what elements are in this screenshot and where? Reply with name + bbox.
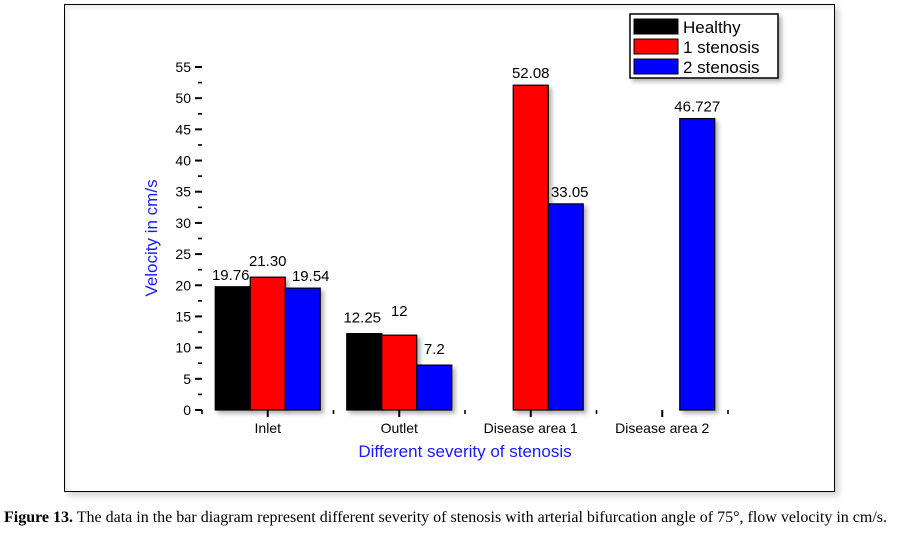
y-tick-label: 35	[175, 184, 191, 200]
legend-swatch	[633, 18, 679, 35]
legend-label: 1 stenosis	[683, 38, 760, 57]
legend-label: 2 stenosis	[683, 58, 760, 77]
y-tick-label: 40	[175, 153, 191, 169]
bar-chart: 0 5 10 15 20 25 30 35 40 45 50 55 Inlet Outlet Disease…	[142, 13, 779, 461]
legend-label: Healthy	[683, 18, 741, 37]
y-tick-label: 25	[175, 246, 191, 262]
data-label: 7.2	[424, 341, 445, 358]
y-tick-label: 15	[175, 308, 191, 324]
bar-2-stenosis-outlet	[416, 364, 453, 411]
y-tick-label: 55	[175, 59, 191, 75]
x-tick-label: Disease area 1	[484, 420, 578, 436]
x-axis-title: Different severity of stenosis	[358, 442, 571, 461]
data-label: 46.727	[674, 99, 720, 116]
data-label: 19.54	[292, 268, 330, 285]
legend-swatch	[633, 38, 679, 55]
y-tick-label: 0	[183, 402, 191, 418]
y-tick-label: 5	[183, 371, 191, 387]
data-label: 52.08	[512, 65, 550, 82]
data-label: 19.76	[212, 267, 250, 284]
y-axis-title: Velocity in cm/s	[142, 179, 161, 296]
legend-swatch	[633, 58, 679, 75]
bar-1-stenosis-inlet	[249, 276, 286, 411]
bar-1-stenosis-disease-area-1	[512, 84, 549, 411]
bar-healthy-outlet	[346, 333, 383, 411]
bar-2-stenosis-disease-area-1	[547, 203, 584, 411]
bar-2-stenosis-inlet	[284, 287, 321, 411]
x-tick-label: Outlet	[381, 420, 418, 436]
bars	[214, 84, 716, 411]
bar-2-stenosis-disease-area-2	[679, 117, 716, 411]
x-tick-label: Disease area 2	[615, 420, 709, 436]
y-tick-label: 20	[175, 277, 191, 293]
y-tick-label: 30	[175, 215, 191, 231]
bar-1-stenosis-outlet	[381, 334, 418, 411]
x-tick-label: Inlet	[255, 420, 282, 436]
data-label: 12	[391, 303, 408, 320]
caption-label: Figure 13.	[4, 509, 74, 526]
y-tick-label: 50	[175, 90, 191, 106]
data-labels: 19.76 12.25 21.30 12 52.08 19.54 7.2 33.05 46.72…	[212, 65, 720, 358]
y-tick-label: 45	[175, 121, 191, 137]
axes: 0 5 10 15 20 25 30 35 40 45 50 55 Inlet Outlet Disease…	[175, 59, 729, 436]
data-label: 12.25	[343, 310, 381, 327]
y-tick-label: 10	[175, 340, 191, 356]
bar-healthy-inlet	[214, 286, 251, 411]
caption-text: The data in the bar diagram represent di…	[73, 509, 888, 526]
figure-caption: Figure 13. The data in the bar diagram r…	[4, 508, 904, 528]
data-label: 21.30	[249, 253, 287, 270]
data-label: 33.05	[551, 184, 589, 201]
